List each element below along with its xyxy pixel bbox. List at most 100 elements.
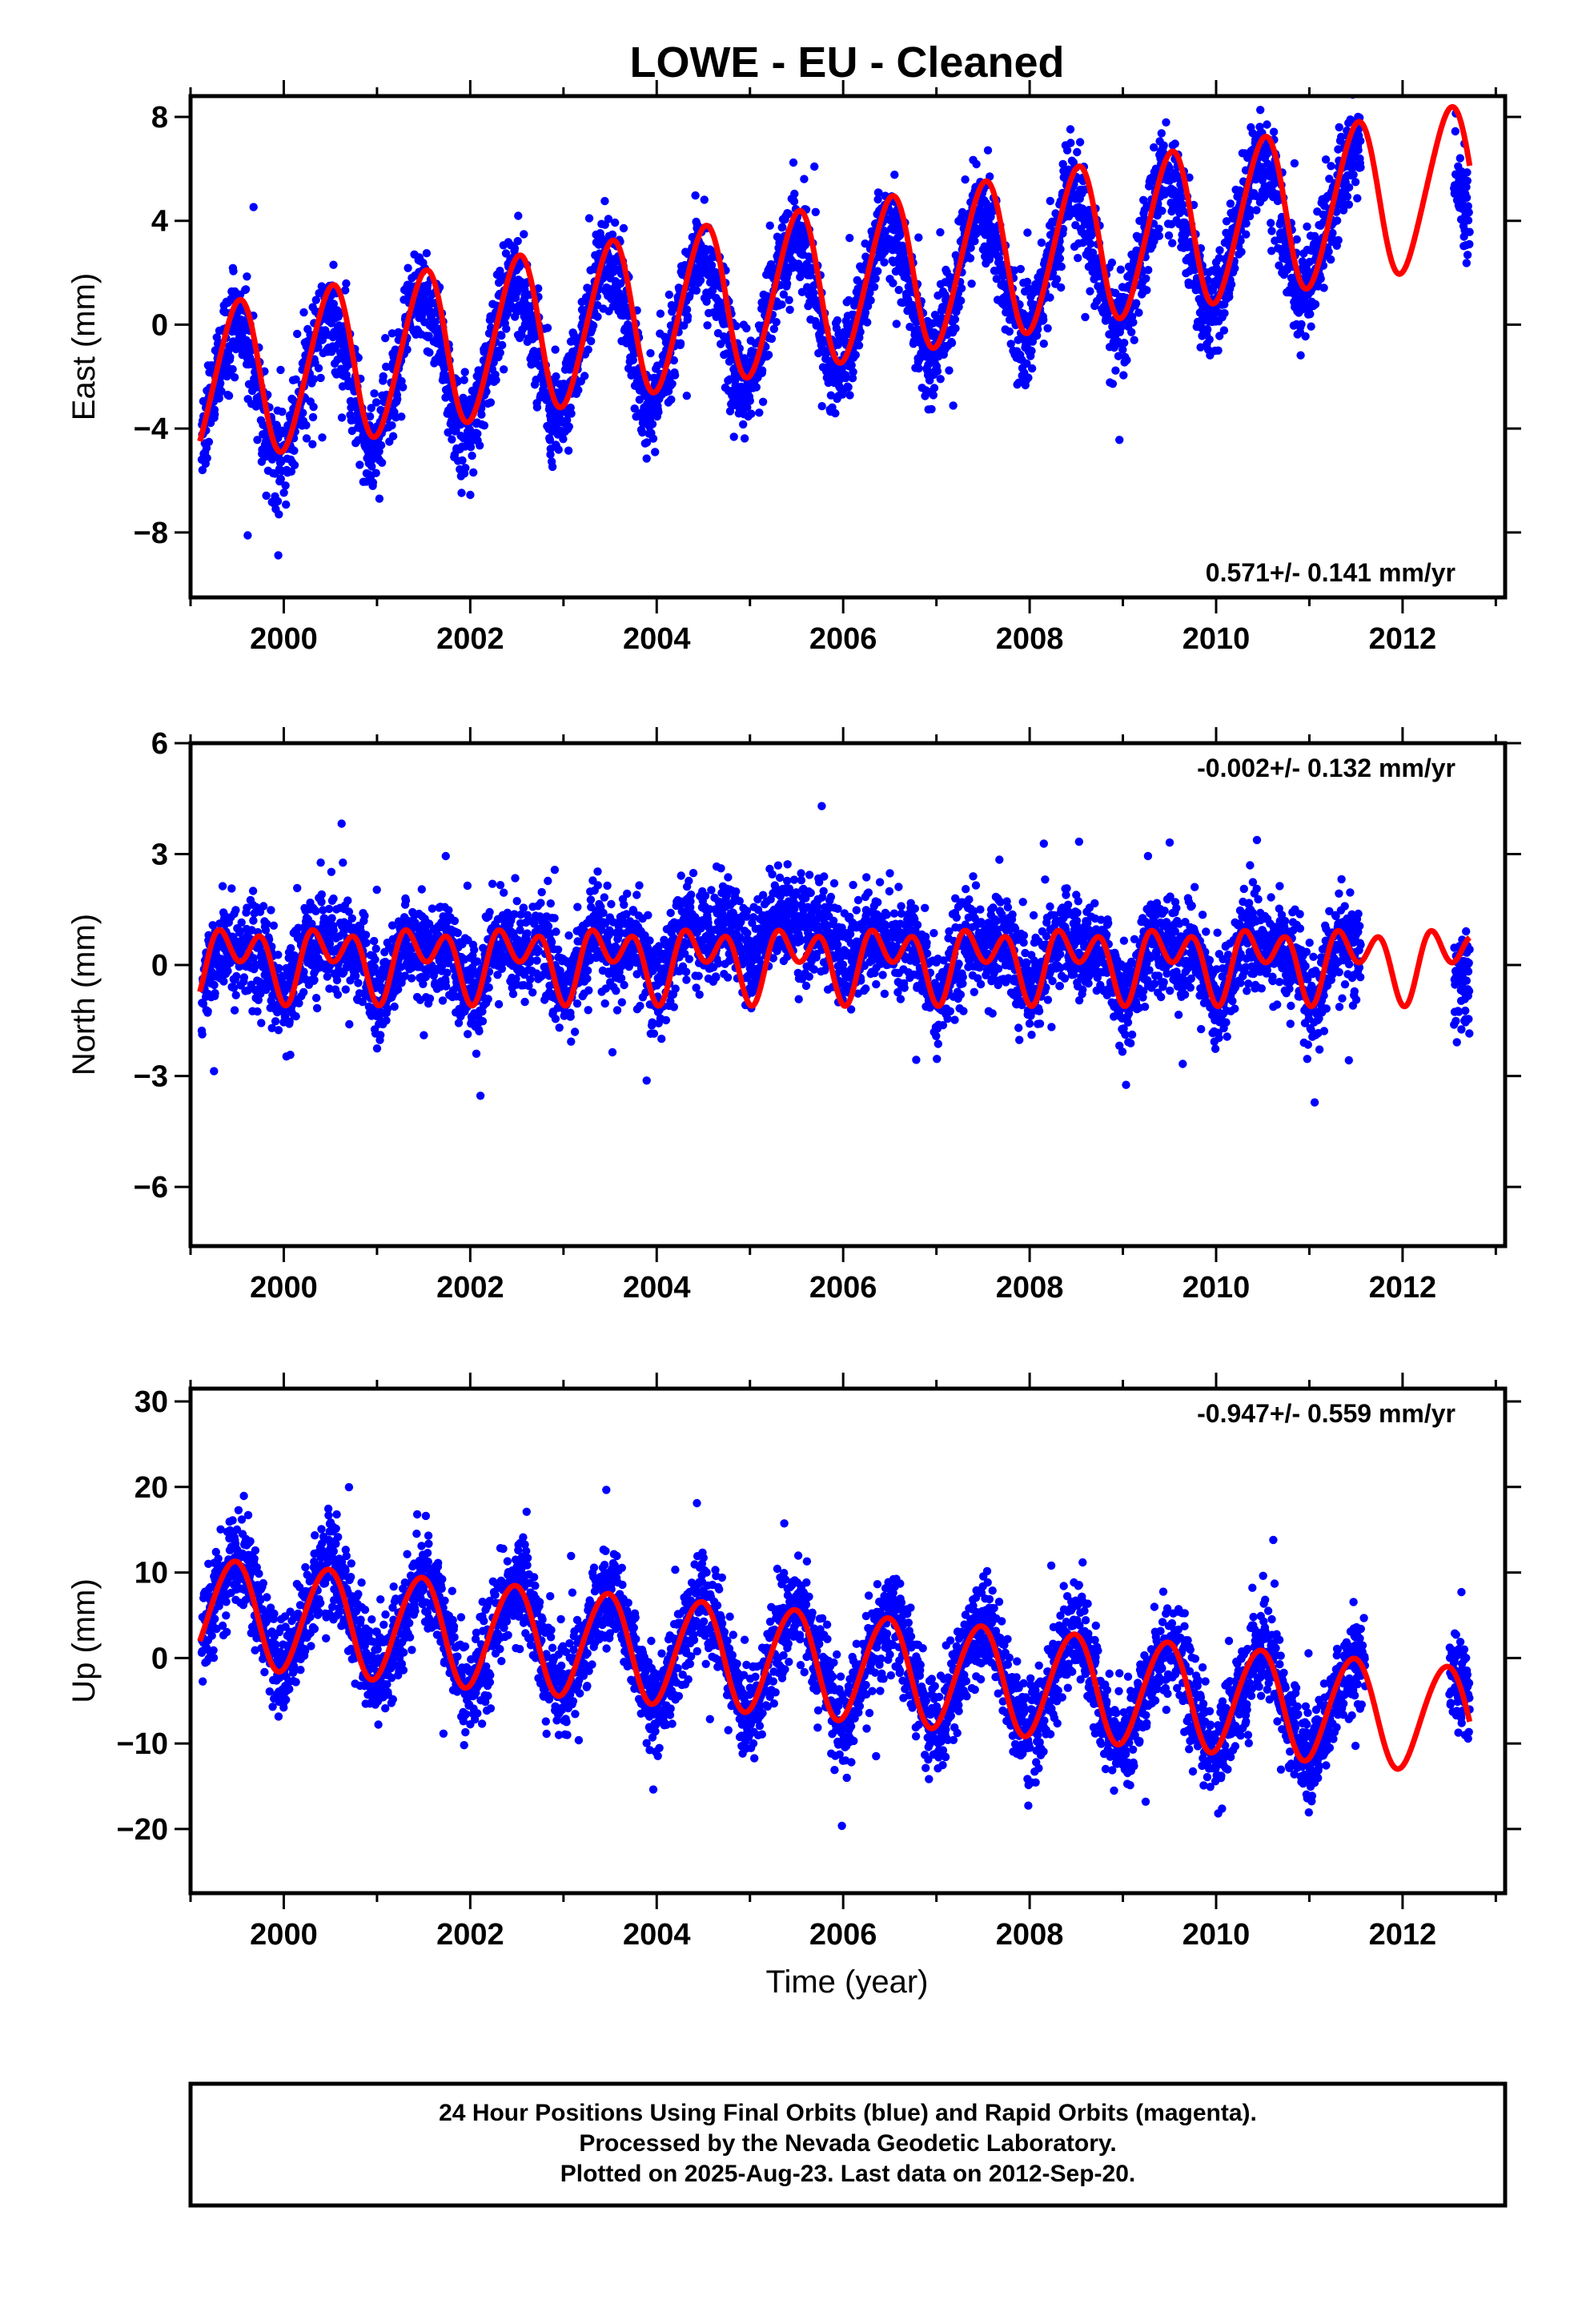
- east-data-point: [226, 352, 235, 362]
- north-data-point: [232, 971, 241, 981]
- east-data-point: [755, 408, 764, 417]
- east-data-point: [949, 401, 958, 410]
- east-data-point: [1043, 324, 1052, 333]
- east-data-point: [468, 451, 476, 460]
- east-x-tick-label: 2004: [623, 622, 691, 656]
- east-data-point: [230, 373, 239, 382]
- east-data-point: [845, 234, 854, 243]
- east-data-point: [1205, 335, 1214, 344]
- east-x-tick-label: 2010: [1182, 622, 1251, 656]
- north-data-point: [382, 1016, 391, 1025]
- north-data-point: [360, 911, 369, 920]
- east-data-point: [198, 465, 207, 475]
- north-data-point: [293, 883, 302, 893]
- north-data-point: [218, 882, 227, 891]
- east-data-point: [790, 189, 799, 199]
- east-data-point: [465, 425, 474, 434]
- east-data-point: [1037, 238, 1046, 247]
- north-data-point: [337, 819, 346, 828]
- east-data-point: [789, 197, 799, 206]
- east-data-point: [789, 158, 798, 167]
- east-data-point: [1022, 277, 1032, 287]
- east-data-point: [608, 230, 617, 239]
- east-data-point: [1269, 127, 1279, 136]
- north-data-point: [310, 975, 319, 984]
- east-data-point: [936, 375, 945, 384]
- east-data-point: [1039, 316, 1048, 324]
- east-data-point: [863, 318, 872, 327]
- north-data-point: [267, 906, 275, 915]
- east-data-point: [542, 396, 551, 404]
- east-data-point: [831, 408, 840, 418]
- east-data-point: [551, 345, 560, 354]
- east-data-point: [929, 391, 938, 400]
- east-data-point: [950, 315, 960, 324]
- east-data-point: [861, 308, 870, 317]
- east-data-point: [966, 243, 975, 252]
- east-data-point: [469, 468, 478, 477]
- east-data-point: [276, 365, 285, 375]
- east-data-point: [1120, 338, 1129, 348]
- east-data-point: [772, 318, 781, 327]
- east-data-point: [249, 203, 258, 211]
- east-data-point: [510, 243, 520, 253]
- east-data-point: [262, 491, 271, 501]
- north-data-point: [231, 991, 240, 999]
- east-x-tick-label: 2002: [436, 622, 504, 656]
- east-data-point: [970, 236, 979, 246]
- east-data-point: [668, 380, 677, 388]
- east-data-point: [279, 489, 288, 497]
- east-data-point: [1327, 162, 1335, 171]
- east-data-point: [1319, 283, 1328, 292]
- east-data-point: [1325, 175, 1334, 183]
- east-data-point: [1464, 202, 1472, 211]
- east-data-point: [341, 286, 350, 295]
- east-data-point: [584, 345, 592, 354]
- east-data-point: [691, 191, 700, 200]
- north-data-point: [333, 990, 343, 999]
- east-data-point: [1154, 231, 1164, 240]
- east-data-point: [782, 279, 792, 288]
- east-data-point: [216, 379, 225, 388]
- east-data-point: [1027, 347, 1036, 356]
- east-data-point: [1075, 138, 1085, 147]
- east-data-point: [851, 351, 861, 360]
- east-data-point: [849, 368, 857, 376]
- east-data-point: [514, 211, 523, 220]
- east-data-point: [1219, 326, 1229, 335]
- east-data-point: [1165, 163, 1174, 172]
- east-data-point: [604, 215, 613, 223]
- east-data-point: [700, 195, 709, 204]
- east-data-point: [967, 279, 976, 288]
- east-data-point: [501, 249, 511, 258]
- east-data-point: [1335, 123, 1343, 132]
- east-data-point: [833, 316, 842, 325]
- east-data-point: [381, 334, 390, 343]
- north-data-point: [311, 907, 320, 916]
- east-data-point: [1154, 224, 1163, 233]
- east-data-point: [448, 435, 456, 444]
- north-data-point: [376, 1031, 385, 1039]
- north-data-point: [223, 967, 232, 975]
- east-data-point: [243, 531, 252, 540]
- east-x-tick-label: 2000: [250, 622, 318, 656]
- east-data-point: [1328, 228, 1337, 238]
- east-data-point: [375, 494, 384, 503]
- east-data-point: [778, 223, 787, 231]
- north-data-point: [370, 963, 379, 972]
- east-data-point: [998, 260, 1007, 269]
- east-data-point: [765, 221, 774, 230]
- east-data-point: [957, 283, 966, 293]
- east-model-curve: [197, 104, 1473, 455]
- east-data-point: [874, 188, 883, 197]
- east-data-point: [1066, 125, 1075, 134]
- north-data-point: [341, 985, 350, 994]
- east-data-point: [848, 374, 857, 383]
- east-data-point: [1196, 343, 1205, 352]
- north-data-point: [275, 963, 283, 973]
- east-data-point: [740, 434, 749, 443]
- east-data-point: [1142, 286, 1151, 295]
- east-data-point: [1462, 183, 1471, 191]
- east-data-point: [267, 455, 277, 464]
